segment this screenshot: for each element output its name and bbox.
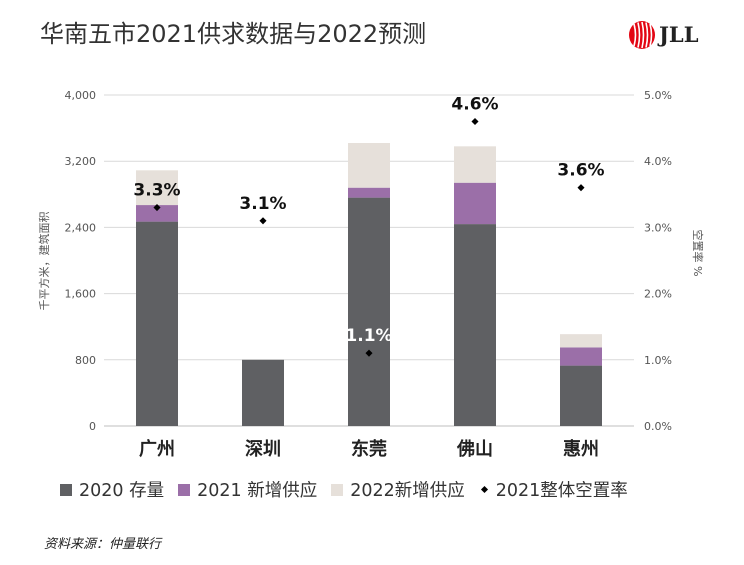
- bar-new2022: [560, 334, 602, 348]
- y2-tick-label: 4.0%: [644, 155, 672, 168]
- bar-new2021: [348, 187, 390, 198]
- y-tick-label: 3,200: [65, 155, 97, 168]
- legend-swatch-stock: [60, 483, 72, 496]
- y2-axis-label: 空置率 %: [691, 230, 705, 277]
- bar-new2021: [560, 347, 602, 366]
- bar-new2021: [136, 205, 178, 222]
- bar-stock: [454, 224, 496, 426]
- y2-tick-label: 5.0%: [644, 89, 672, 102]
- x-tick-label: 东莞: [351, 438, 387, 460]
- vacancy-point: [577, 184, 585, 192]
- vacancy-label: 4.6%: [451, 94, 498, 114]
- legend-marker-vacancy: [480, 485, 488, 494]
- jll-logo: JLL: [628, 20, 708, 54]
- jll-logo-icon: [629, 21, 655, 49]
- y2-tick-label: 2.0%: [644, 288, 672, 301]
- category-labels: 广州 深圳 东莞 佛山 惠州: [139, 438, 599, 460]
- legend-item-vacancy: 2021整体空置率: [479, 477, 628, 502]
- legend-label-new2021: 2021 新增供应: [197, 481, 318, 501]
- legend-item-new2022: 2022新增供应: [331, 477, 465, 502]
- legend-label-vacancy: 2021整体空置率: [495, 481, 628, 501]
- bar-new2022: [136, 170, 178, 206]
- right-axis: 0.0% 1.0% 2.0% 3.0% 4.0% 5.0%: [644, 89, 672, 433]
- y2-tick-label: 3.0%: [644, 221, 672, 234]
- y2-tick-label: 1.0%: [644, 354, 672, 367]
- vacancy-point: [153, 204, 161, 212]
- vacancy-point: [259, 217, 267, 225]
- y-tick-label: 4,000: [65, 89, 97, 102]
- bar-new2021: [454, 182, 496, 225]
- bar-new2022: [348, 142, 390, 188]
- bar-stock: [136, 221, 178, 426]
- chart-title: 华南五市2021供求数据与2022预测: [40, 20, 427, 48]
- vacancy-label: 3.3%: [133, 181, 180, 201]
- vacancy-label: 1.1%: [345, 326, 392, 346]
- legend-swatch-new2021: [178, 483, 191, 496]
- y2-tick-label: 0.0%: [644, 420, 672, 433]
- legend-item-new2021: 2021 新增供应: [178, 477, 317, 502]
- vacancy-point: [365, 349, 373, 357]
- bar-stock: [560, 365, 602, 426]
- vacancy-points: 3.3% 3.1% 1.1% 4.6% 3.6%: [133, 94, 605, 357]
- x-tick-label: 惠州: [563, 439, 599, 460]
- legend-label-stock: 2020 存量: [79, 481, 165, 501]
- y-tick-label: 1,600: [65, 288, 97, 301]
- vacancy-label: 3.6%: [557, 161, 604, 181]
- legend: 2020 存量 2021 新增供应 2022新增供应 2021整体空置率: [60, 477, 642, 502]
- bars: [136, 142, 602, 426]
- y-tick-label: 0: [89, 420, 96, 433]
- bar-stock: [348, 197, 390, 426]
- jll-logo-text: JLL: [659, 22, 699, 47]
- vacancy-point: [471, 117, 479, 126]
- y-axis-label: 千平方米，建筑面积: [37, 212, 51, 311]
- y-tick-label: 800: [75, 354, 96, 367]
- x-tick-label: 深圳: [245, 438, 281, 460]
- bar-stock: [242, 359, 284, 426]
- source-note: 资料来源：仲量联行: [44, 537, 162, 552]
- x-tick-label: 佛山: [456, 438, 493, 460]
- left-axis: 0 800 1,600 2,400 3,200 4,000: [65, 89, 97, 433]
- legend-item-stock: 2020 存量: [60, 477, 164, 502]
- legend-swatch-new2022: [331, 483, 344, 496]
- vacancy-label: 3.1%: [239, 194, 286, 214]
- y-tick-label: 2,400: [65, 221, 97, 234]
- bar-new2022: [454, 146, 496, 183]
- legend-label-new2022: 2022新增供应: [350, 481, 465, 501]
- x-tick-label: 广州: [139, 438, 175, 460]
